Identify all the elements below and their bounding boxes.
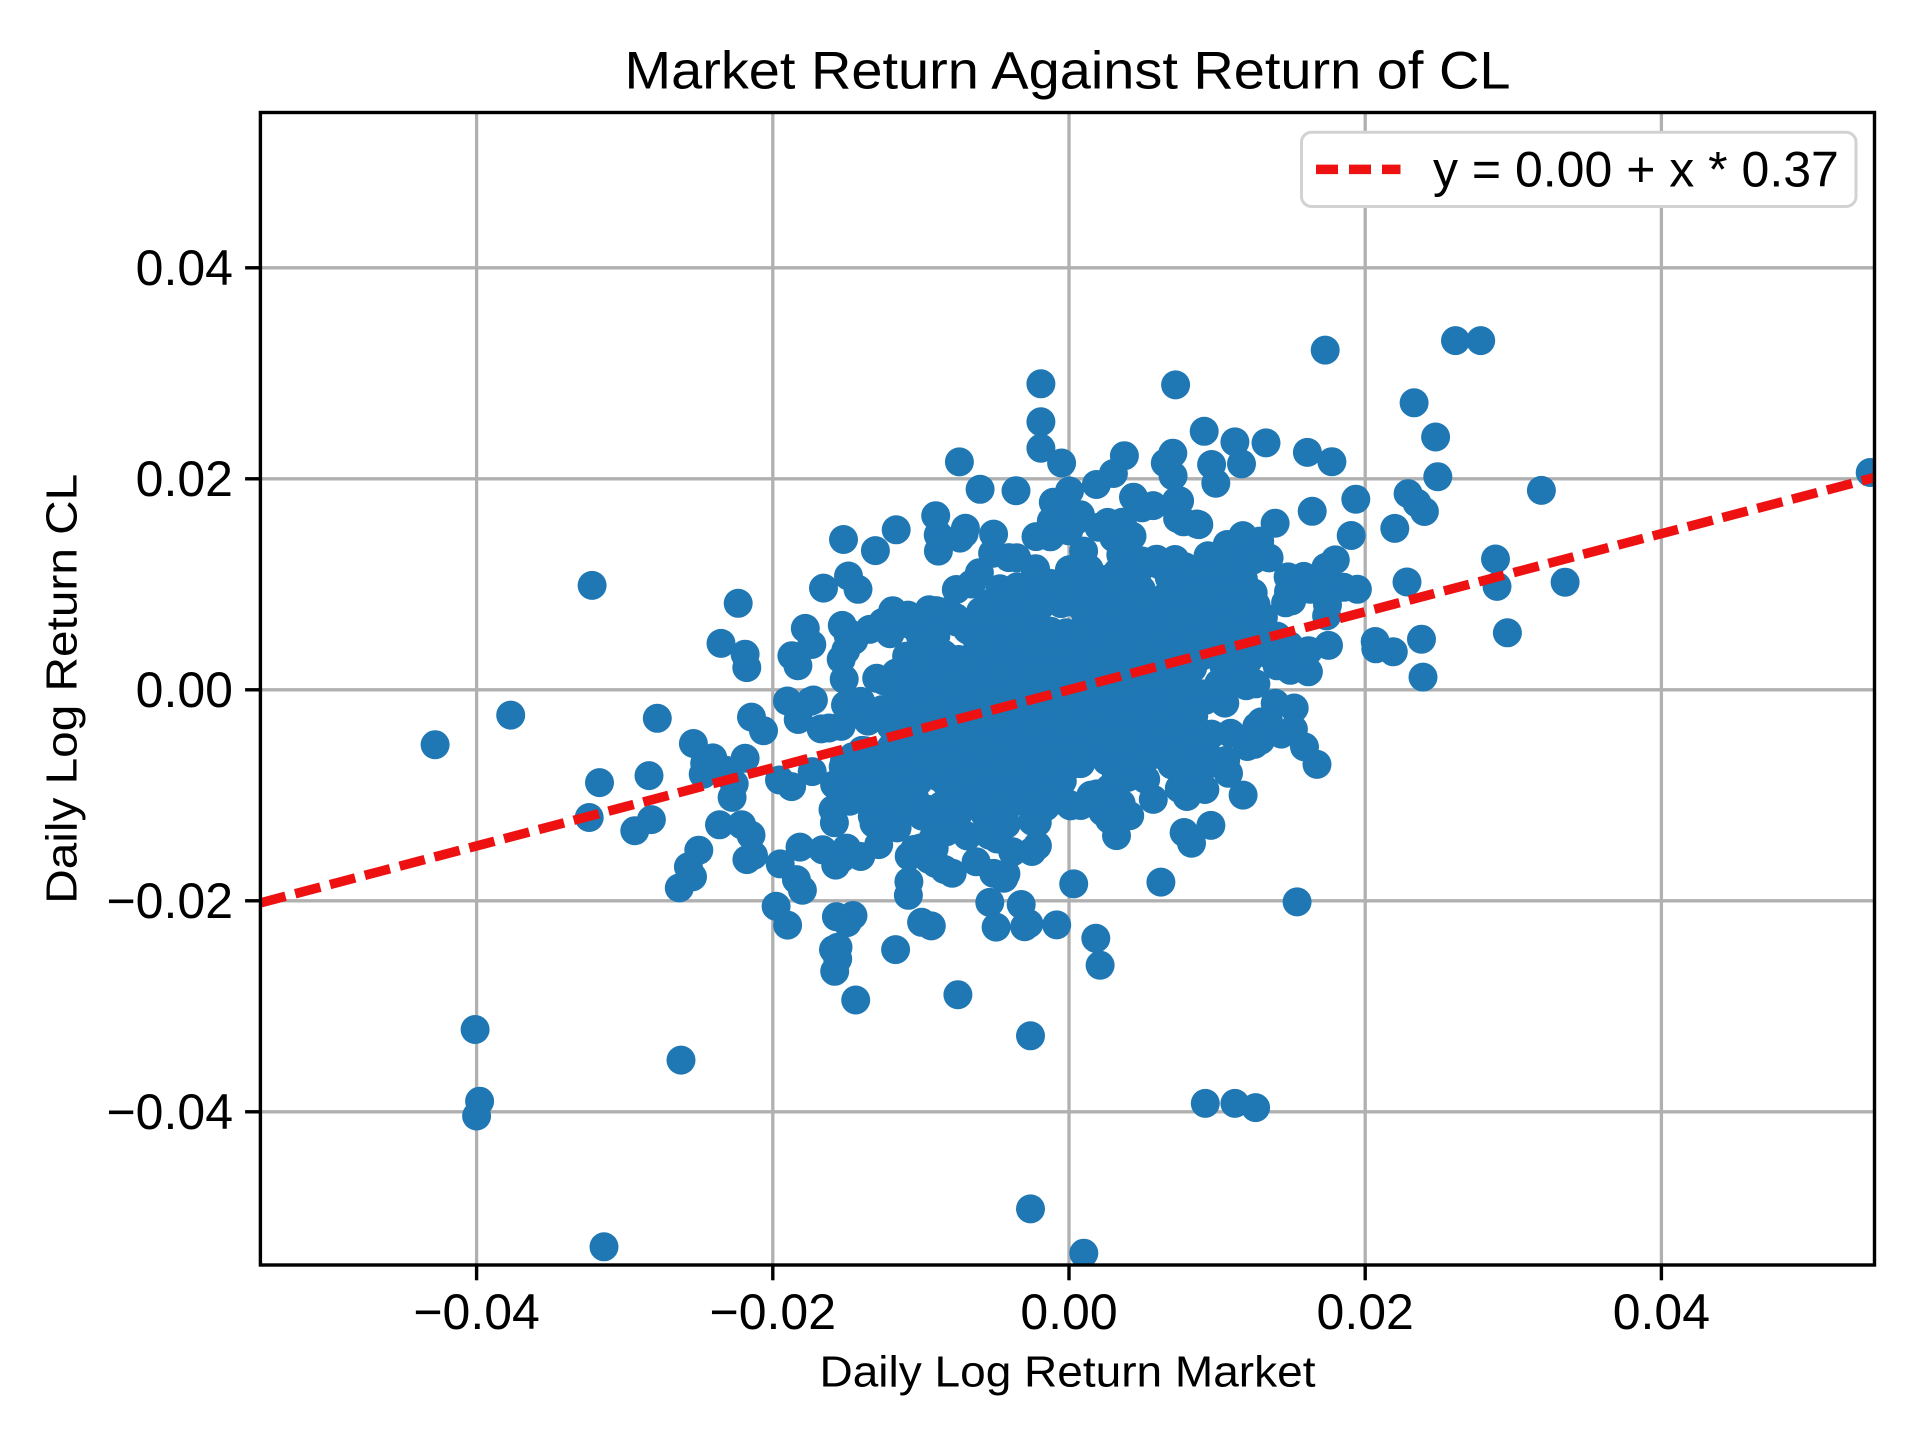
- svg-text:−0.02: −0.02: [710, 1284, 837, 1340]
- svg-text:0.04: 0.04: [136, 240, 233, 296]
- svg-text:0.00: 0.00: [136, 662, 233, 718]
- svg-text:y = 0.00 + x * 0.37: y = 0.00 + x * 0.37: [1433, 142, 1839, 198]
- svg-text:0.02: 0.02: [1317, 1284, 1414, 1340]
- svg-text:−0.04: −0.04: [106, 1084, 233, 1140]
- svg-text:Market Return Against Return o: Market Return Against Return of CL: [625, 41, 1511, 100]
- svg-text:−0.02: −0.02: [106, 873, 233, 929]
- svg-text:Daily Log Return Market: Daily Log Return Market: [820, 1349, 1316, 1397]
- svg-text:0.02: 0.02: [136, 451, 233, 507]
- svg-text:Daily Log Return CL: Daily Log Return CL: [38, 474, 86, 904]
- svg-text:−0.04: −0.04: [413, 1284, 540, 1340]
- svg-text:0.04: 0.04: [1613, 1284, 1710, 1340]
- svg-text:0.00: 0.00: [1020, 1284, 1117, 1340]
